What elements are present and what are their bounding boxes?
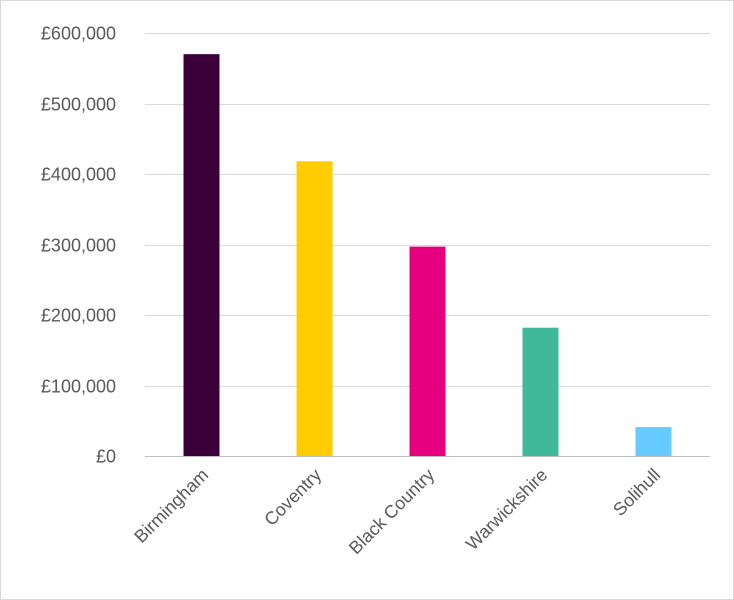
y-tick-label: £100,000 xyxy=(41,377,116,397)
x-category-label: Coventry xyxy=(260,465,325,530)
bar-solihull xyxy=(635,427,672,456)
gridlines xyxy=(145,33,710,457)
y-tick-label: £200,000 xyxy=(41,306,116,326)
bar-coventry xyxy=(296,161,333,456)
bar-warwickshire xyxy=(522,327,559,456)
y-tick-label: £300,000 xyxy=(41,236,116,256)
bar-black-country xyxy=(409,246,446,456)
y-tick-label: £500,000 xyxy=(41,95,116,115)
y-tick-label: £600,000 xyxy=(41,24,116,44)
bars xyxy=(183,54,672,457)
x-category-label: Black Country xyxy=(345,465,438,558)
y-tick-label: £0 xyxy=(96,447,116,467)
bar-birmingham xyxy=(183,54,220,457)
y-axis-tick-labels: £0 £100,000 £200,000 £300,000 £400,000 £500,0… xyxy=(41,24,116,467)
y-tick-label: £400,000 xyxy=(41,165,116,185)
x-category-label: Solihull xyxy=(609,465,664,520)
x-axis-category-labels: Birmingham Coventry Black Country Warwicksh… xyxy=(130,465,664,558)
x-category-label: Warwickshire xyxy=(462,465,551,554)
x-category-label: Birmingham xyxy=(130,465,212,547)
